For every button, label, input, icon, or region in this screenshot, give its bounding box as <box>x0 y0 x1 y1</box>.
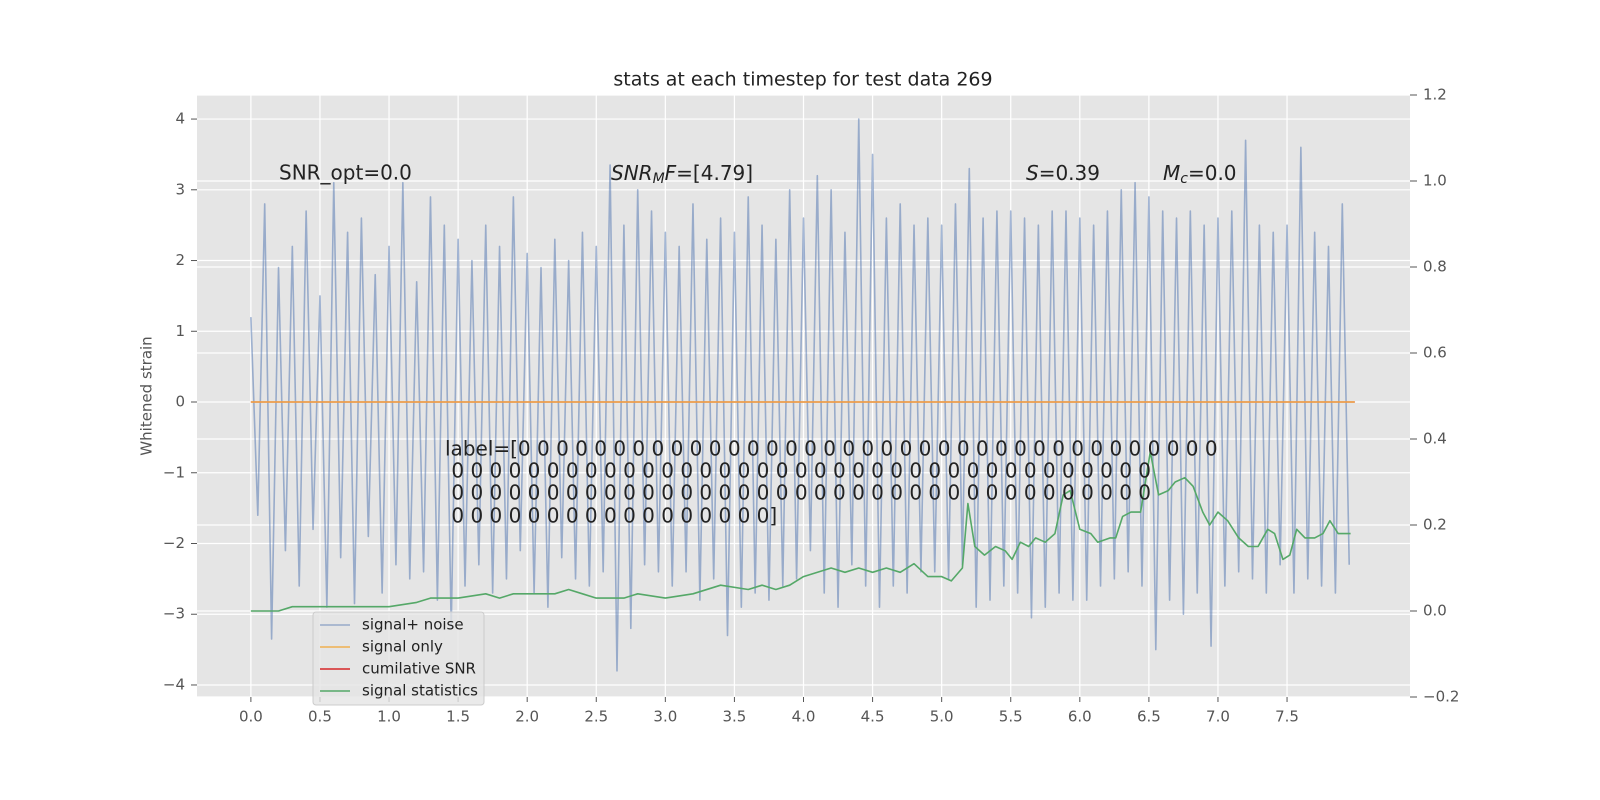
annotation: SNRMF=[4.79] <box>611 161 753 188</box>
annotation-part: =0.0 <box>1188 161 1237 185</box>
y2-tick-label: −0.2 <box>1423 688 1459 706</box>
y2-tick-label: 0.8 <box>1423 258 1447 276</box>
legend: signal+ noise signal only cumilative SNR si… <box>312 611 485 706</box>
x-tick-label: 1.0 <box>377 708 401 726</box>
label-text: 0 0 0 0 0 0 0 0 0 0 0 0 0 0 0 0 0 0 0 0 … <box>445 481 1151 505</box>
x-tick-label: 2.0 <box>515 708 539 726</box>
annotation-part: =0.39 <box>1039 161 1100 185</box>
y-tick-label: 4 <box>175 110 185 128</box>
chart-title: stats at each timestep for test data 269 <box>613 69 992 91</box>
x-tick-label: 4.0 <box>792 708 816 726</box>
annotation: SNR_opt=0.0 <box>279 161 412 185</box>
x-tick-label: 5.0 <box>930 708 954 726</box>
x-tick-label: 1.5 <box>446 708 470 726</box>
y-tick-label: 0 <box>175 393 185 411</box>
y2-tick-label: 0.4 <box>1423 430 1447 448</box>
y-tick-label: 1 <box>175 322 185 340</box>
x-tick-label: 6.0 <box>1068 708 1092 726</box>
x-tick-label: 5.5 <box>999 708 1023 726</box>
y-axis-label: Whitened strain <box>138 336 156 455</box>
legend-box <box>312 611 485 706</box>
label-text: 0 0 0 0 0 0 0 0 0 0 0 0 0 0 0 0 0 0 0 0 … <box>445 459 1151 483</box>
legend-label: signal only <box>362 638 443 656</box>
x-tick-label: 4.5 <box>861 708 885 726</box>
x-tick-label: 6.5 <box>1137 708 1161 726</box>
annotation-part: M <box>653 171 665 187</box>
annotation-part: SNR <box>611 161 653 185</box>
y-tick-label: −1 <box>163 463 185 481</box>
y2-tick-label: 0.2 <box>1423 516 1447 534</box>
x-tick-label: 3.0 <box>653 708 677 726</box>
x-tick-label: 0.0 <box>239 708 263 726</box>
label-text: 0 0 0 0 0 0 0 0 0 0 0 0 0 0 0 0 0] <box>445 504 777 528</box>
y-tick-label: 2 <box>175 251 185 269</box>
series-line <box>250 451 1351 612</box>
y2-tick-label: 1.0 <box>1423 172 1447 190</box>
series-line <box>250 118 1351 672</box>
y-tick-label: 3 <box>175 180 185 198</box>
annotation: S=0.39 <box>1026 161 1100 185</box>
legend-label: signal+ noise <box>362 616 464 634</box>
y-tick-label: −3 <box>163 605 185 623</box>
y2-tick-label: 0.6 <box>1423 344 1447 362</box>
annotation-part: S <box>1026 161 1039 185</box>
x-tick-label: 0.5 <box>308 708 332 726</box>
annotation-part: F <box>665 161 677 185</box>
label-text: label=[0 0 0 0 0 0 0 0 0 0 0 0 0 0 0 0 0… <box>445 437 1218 461</box>
annotation-part: c <box>1180 171 1188 187</box>
x-tick-label: 2.5 <box>584 708 608 726</box>
y2-tick-label: 1.2 <box>1423 86 1447 104</box>
y-tick-label: −4 <box>163 675 185 693</box>
x-tick-label: 3.5 <box>722 708 746 726</box>
y2-tick-label: 0.0 <box>1423 602 1447 620</box>
annotation-part: =[4.79] <box>676 161 753 185</box>
annotation: Mc=0.0 <box>1163 161 1237 188</box>
x-tick-label: 7.0 <box>1206 708 1230 726</box>
y-tick-label: −2 <box>163 534 185 552</box>
lines <box>250 118 1355 672</box>
legend-label: cumilative SNR <box>362 660 476 678</box>
annotation-part: M <box>1163 161 1180 185</box>
x-tick-label: 7.5 <box>1275 708 1299 726</box>
legend-label: signal statistics <box>362 682 478 700</box>
